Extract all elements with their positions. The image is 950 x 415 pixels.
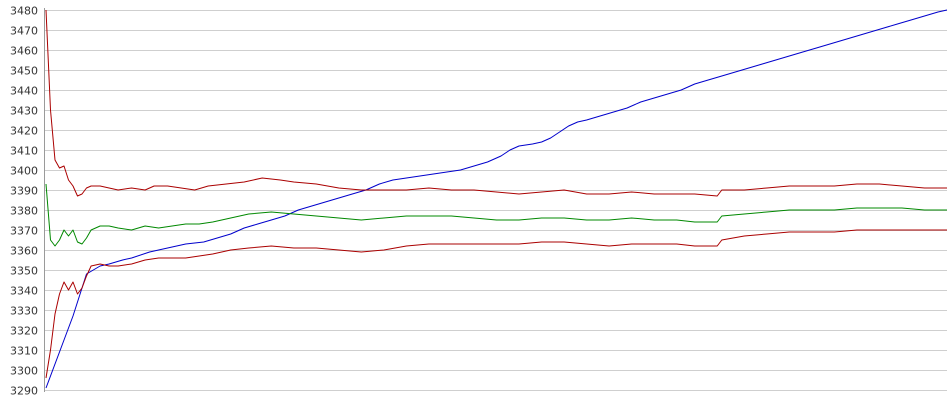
series-line-3 [45, 183, 947, 247]
y-tick-label: 3380 [10, 205, 38, 218]
y-tick-label: 3300 [10, 365, 38, 378]
y-tick-label: 3420 [10, 125, 38, 138]
y-tick-label: 3360 [10, 245, 38, 258]
series-line-4 [45, 229, 947, 379]
y-tick-label: 3340 [10, 285, 38, 298]
y-tick-label: 3370 [10, 225, 38, 238]
y-tick-label: 3430 [10, 105, 38, 118]
y-axis: 3290 3300 3310 3320 3330 3340 3350 3360 3370 3380… [10, 5, 45, 398]
series-line-2 [45, 9, 947, 197]
y-tick-label: 3440 [10, 85, 38, 98]
grid-lines [44, 10, 947, 391]
y-tick-label: 3350 [10, 265, 38, 278]
series-line-1 [45, 9, 948, 389]
y-tick-label: 3480 [10, 5, 38, 18]
y-tick-label: 3330 [10, 305, 38, 318]
y-tick-label: 3390 [10, 185, 38, 198]
y-tick-label: 3310 [10, 345, 38, 358]
y-tick-label: 3470 [10, 25, 38, 38]
y-tick-label: 3450 [10, 65, 38, 78]
y-tick-label: 3290 [10, 385, 38, 398]
y-tick-label: 3320 [10, 325, 38, 338]
series-lines [45, 9, 948, 389]
y-tick-label: 3400 [10, 165, 38, 178]
y-tick-label: 3460 [10, 45, 38, 58]
y-tick-label: 3410 [10, 145, 38, 158]
